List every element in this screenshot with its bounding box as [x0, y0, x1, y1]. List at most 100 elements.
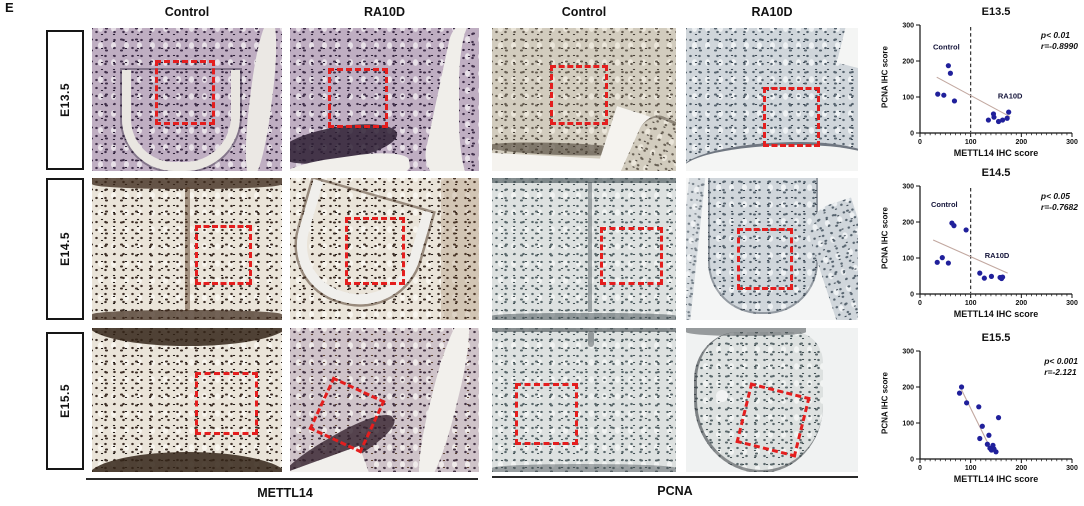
roi-box [763, 87, 820, 147]
scatter-plot-svg: 00 100 100 200 200 300 300 Control RA10D [902, 184, 1078, 308]
tissue-top-rim [686, 328, 807, 336]
svg-text:Control: Control [931, 200, 958, 209]
tissue-u-channel [122, 70, 240, 171]
column-header-control-mettl14: Control [164, 5, 210, 19]
svg-text:Control: Control [933, 42, 960, 51]
tissue-bottom-rim [92, 310, 282, 320]
roi-box [195, 225, 252, 285]
mettl14-underline [86, 478, 478, 480]
svg-text:0: 0 [910, 292, 914, 299]
r-value: r=-2.121 [1044, 367, 1077, 378]
plot-title: E15.5 [981, 332, 1011, 344]
roi-box [550, 65, 608, 125]
histology-e15-5-control-pcna [492, 328, 676, 472]
x-axis-label: METTL14 IHC score [953, 309, 1039, 319]
tissue-seam [185, 187, 191, 311]
svg-text:200: 200 [1015, 465, 1027, 472]
plot-title: E14.5 [981, 167, 1011, 179]
svg-text:300: 300 [902, 184, 914, 191]
r-value: r=-0.8990 [1040, 41, 1078, 52]
svg-text:300: 300 [902, 23, 914, 30]
plot-title: E13.5 [981, 6, 1011, 18]
histology-e14-5-ra10d-mettl14 [290, 178, 479, 320]
svg-text:0: 0 [918, 465, 922, 472]
svg-text:200: 200 [902, 59, 914, 66]
tissue-white-band [240, 28, 282, 171]
r-value: r=-0.7682 [1040, 202, 1078, 213]
svg-text:100: 100 [902, 95, 914, 102]
row-label-e13-5-text: E13.5 [58, 83, 72, 117]
histology-e14-5-control-mettl14 [92, 178, 282, 320]
row-label-e13-5: E13.5 [46, 30, 84, 170]
roi-box [737, 228, 793, 290]
histology-e14-5-control-pcna [492, 178, 676, 320]
svg-text:0: 0 [918, 300, 922, 307]
tissue-white-channel [410, 328, 478, 472]
tissue-top-rim [92, 328, 282, 346]
y-axis-label: PCNA IHC score [880, 372, 890, 434]
tissue-notch [587, 331, 594, 347]
svg-text:0: 0 [910, 457, 914, 464]
roi-box [515, 383, 578, 445]
tissue-bottom-rim [492, 313, 676, 320]
svg-text:100: 100 [965, 465, 977, 472]
tissue-right-tint [441, 178, 479, 320]
tissue-seam [587, 182, 592, 312]
svg-text:200: 200 [902, 220, 914, 227]
tissue-hole [716, 390, 728, 402]
svg-text:100: 100 [965, 300, 977, 307]
row-label-e15-5: E15.5 [46, 332, 84, 470]
y-axis-label: PCNA IHC score [880, 207, 890, 269]
scatter-plot-svg: 00 100 100 200 200 300 300 Control RA10D [902, 23, 1078, 147]
svg-text:300: 300 [902, 349, 914, 356]
histology-e13-5-ra10d-mettl14 [290, 28, 479, 171]
svg-text:300: 300 [1066, 139, 1078, 146]
histology-e14-5-ra10d-pcna [686, 178, 858, 320]
svg-text:100: 100 [902, 421, 914, 428]
roi-box [345, 217, 405, 285]
column-header-control-pcna: Control [561, 5, 607, 19]
column-header-ra10d-mettl14: RA10D [364, 5, 405, 19]
tissue-right-lobe [459, 28, 479, 171]
svg-text:0: 0 [918, 139, 922, 146]
tissue-top-rim [492, 328, 676, 332]
svg-text:100: 100 [965, 139, 977, 146]
roi-box [600, 227, 663, 285]
tissue-top-rim [492, 178, 676, 183]
scatter-plot-e15-5: E15.5 PCNA IHC score p< 0.001 r=-2.121 0… [878, 332, 1084, 484]
x-axis-label: METTL14 IHC score [953, 474, 1039, 484]
p-value: p< 0.001 [1044, 356, 1078, 366]
p-value: p< 0.05 [1040, 191, 1070, 201]
histology-e15-5-control-mettl14 [92, 328, 282, 472]
p-value: p< 0.01 [1040, 30, 1070, 40]
svg-text:100: 100 [902, 256, 914, 263]
svg-text:200: 200 [1015, 300, 1027, 307]
x-axis-label: METTL14 IHC score [953, 148, 1039, 158]
pcna-group-label: PCNA [657, 484, 693, 498]
column-header-ra10d-pcna: RA10D [751, 5, 793, 19]
tissue-white-sliver [836, 28, 858, 68]
scatter-plot-e14-5: E14.5 PCNA IHC score p< 0.05 r=-0.7682 0… [878, 167, 1084, 319]
roi-box [155, 60, 215, 125]
svg-text:300: 300 [1066, 300, 1078, 307]
svg-text:RA10D: RA10D [998, 91, 1023, 100]
histology-e13-5-control-mettl14 [92, 28, 282, 171]
tissue-bottom-rim [92, 452, 282, 472]
tissue-bottom-rim [492, 464, 676, 472]
roi-box [328, 68, 388, 128]
svg-text:300: 300 [1066, 465, 1078, 472]
scatter-plot-svg: 00 100 100 200 200 300 300 [902, 349, 1078, 473]
y-axis-label: PCNA IHC score [880, 46, 890, 108]
mettl14-group-label: METTL14 [257, 486, 313, 500]
row-label-e15-5-text: E15.5 [58, 384, 72, 418]
svg-text:0: 0 [910, 131, 914, 138]
stats-annotation: p< 0.001 r=-2.121 [1044, 356, 1078, 378]
pcna-underline [492, 476, 858, 478]
histology-e13-5-ra10d-pcna [686, 28, 858, 171]
histology-e13-5-control-pcna [492, 28, 676, 171]
svg-text:RA10D: RA10D [985, 251, 1010, 260]
histology-e15-5-ra10d-pcna [686, 328, 858, 472]
stats-annotation: p< 0.05 r=-0.7682 [1041, 191, 1078, 213]
panel-letter: E [5, 0, 14, 15]
